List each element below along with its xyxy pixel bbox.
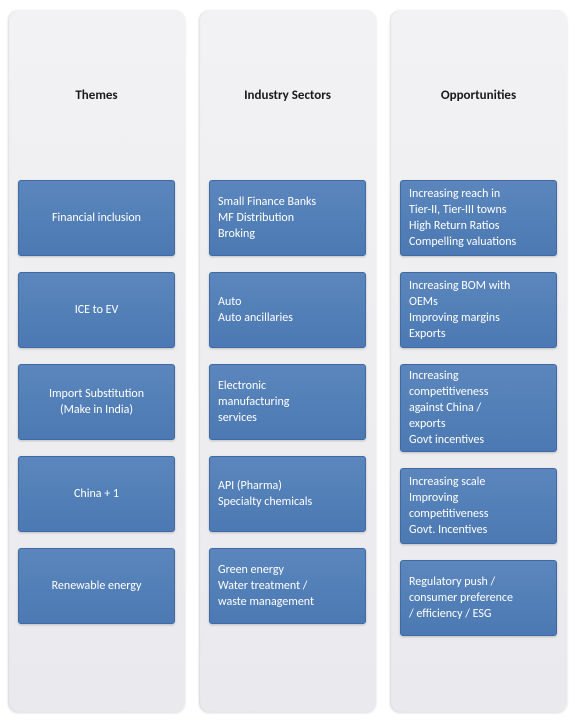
cell-line: / efficiency / ESG	[409, 606, 548, 622]
cell-line: Auto ancillaries	[218, 310, 357, 326]
cell-line: Compelling valuations	[409, 234, 548, 250]
cell-line: exports	[409, 416, 548, 432]
cell-line: Govt. Incentives	[409, 522, 548, 538]
cell-line: ICE to EV	[75, 302, 119, 318]
cell-line: (Make in India)	[60, 402, 133, 418]
cell-line: competitiveness	[409, 506, 548, 522]
opps-cell-4: Regulatory push / consumer preference / …	[400, 560, 557, 636]
cell-line: Increasing reach in	[409, 186, 548, 202]
sectors-cell-1: Auto Auto ancillaries	[209, 272, 366, 348]
cell-line: Govt incentives	[409, 432, 548, 448]
opps-cell-0: Increasing reach in Tier-II, Tier-III to…	[400, 180, 557, 256]
cell-line: Auto	[218, 294, 357, 310]
cell-line: Financial inclusion	[52, 210, 141, 226]
cell-line: China + 1	[74, 486, 119, 502]
cell-line: services	[218, 410, 357, 426]
column-header-sectors: Industry Sectors	[209, 10, 366, 180]
cell-line: Regulatory push /	[409, 574, 548, 590]
cell-line: Increasing BOM with	[409, 278, 548, 294]
cell-line: API (Pharma)	[218, 478, 357, 494]
cell-line: Green energy	[218, 562, 357, 578]
cell-line: Import Substitution	[49, 386, 144, 402]
cell-line: Renewable energy	[52, 578, 142, 594]
themes-cell-4: Renewable energy	[18, 548, 175, 624]
sectors-cell-4: Green energy Water treatment / waste man…	[209, 548, 366, 624]
opps-cell-1: Increasing BOM with OEMs Improving margi…	[400, 272, 557, 348]
columns-container: Themes Financial inclusion ICE to EV Imp…	[8, 10, 567, 712]
column-header-opportunities: Opportunities	[400, 10, 557, 180]
cell-line: Increasing	[409, 368, 548, 384]
themes-cell-1: ICE to EV	[18, 272, 175, 348]
themes-cell-2: Import Substitution (Make in India)	[18, 364, 175, 440]
cell-line: Increasing scale	[409, 474, 548, 490]
column-themes: Themes Financial inclusion ICE to EV Imp…	[8, 10, 185, 712]
themes-cell-0: Financial inclusion	[18, 180, 175, 256]
cell-line: manufacturing	[218, 394, 357, 410]
cell-line: High Return Ratios	[409, 218, 548, 234]
opps-cell-3: Increasing scale Improving competitivene…	[400, 468, 557, 544]
column-sectors: Industry Sectors Small Finance Banks MF …	[199, 10, 376, 712]
cell-line: Tier-II, Tier-III towns	[409, 202, 548, 218]
cell-line: OEMs	[409, 294, 548, 310]
cell-line: competitiveness	[409, 384, 548, 400]
sectors-cell-0: Small Finance Banks MF Distribution Brok…	[209, 180, 366, 256]
cell-line: Specialty chemicals	[218, 494, 357, 510]
cell-line: consumer preference	[409, 590, 548, 606]
cell-line: against China /	[409, 400, 548, 416]
sectors-cell-2: Electronic manufacturing services	[209, 364, 366, 440]
cell-line: Electronic	[218, 378, 357, 394]
opps-cell-2: Increasing competitiveness against China…	[400, 364, 557, 452]
cell-line: Small Finance Banks	[218, 194, 357, 210]
column-header-themes: Themes	[18, 10, 175, 180]
cell-line: Improving margins	[409, 310, 548, 326]
cell-line: Broking	[218, 226, 357, 242]
cell-line: Water treatment /	[218, 578, 357, 594]
cell-line: waste management	[218, 594, 357, 610]
cell-line: Exports	[409, 326, 548, 342]
themes-cell-3: China + 1	[18, 456, 175, 532]
cell-line: Improving	[409, 490, 548, 506]
cell-line: MF Distribution	[218, 210, 357, 226]
column-opportunities: Opportunities Increasing reach in Tier-I…	[390, 10, 567, 712]
sectors-cell-3: API (Pharma) Specialty chemicals	[209, 456, 366, 532]
